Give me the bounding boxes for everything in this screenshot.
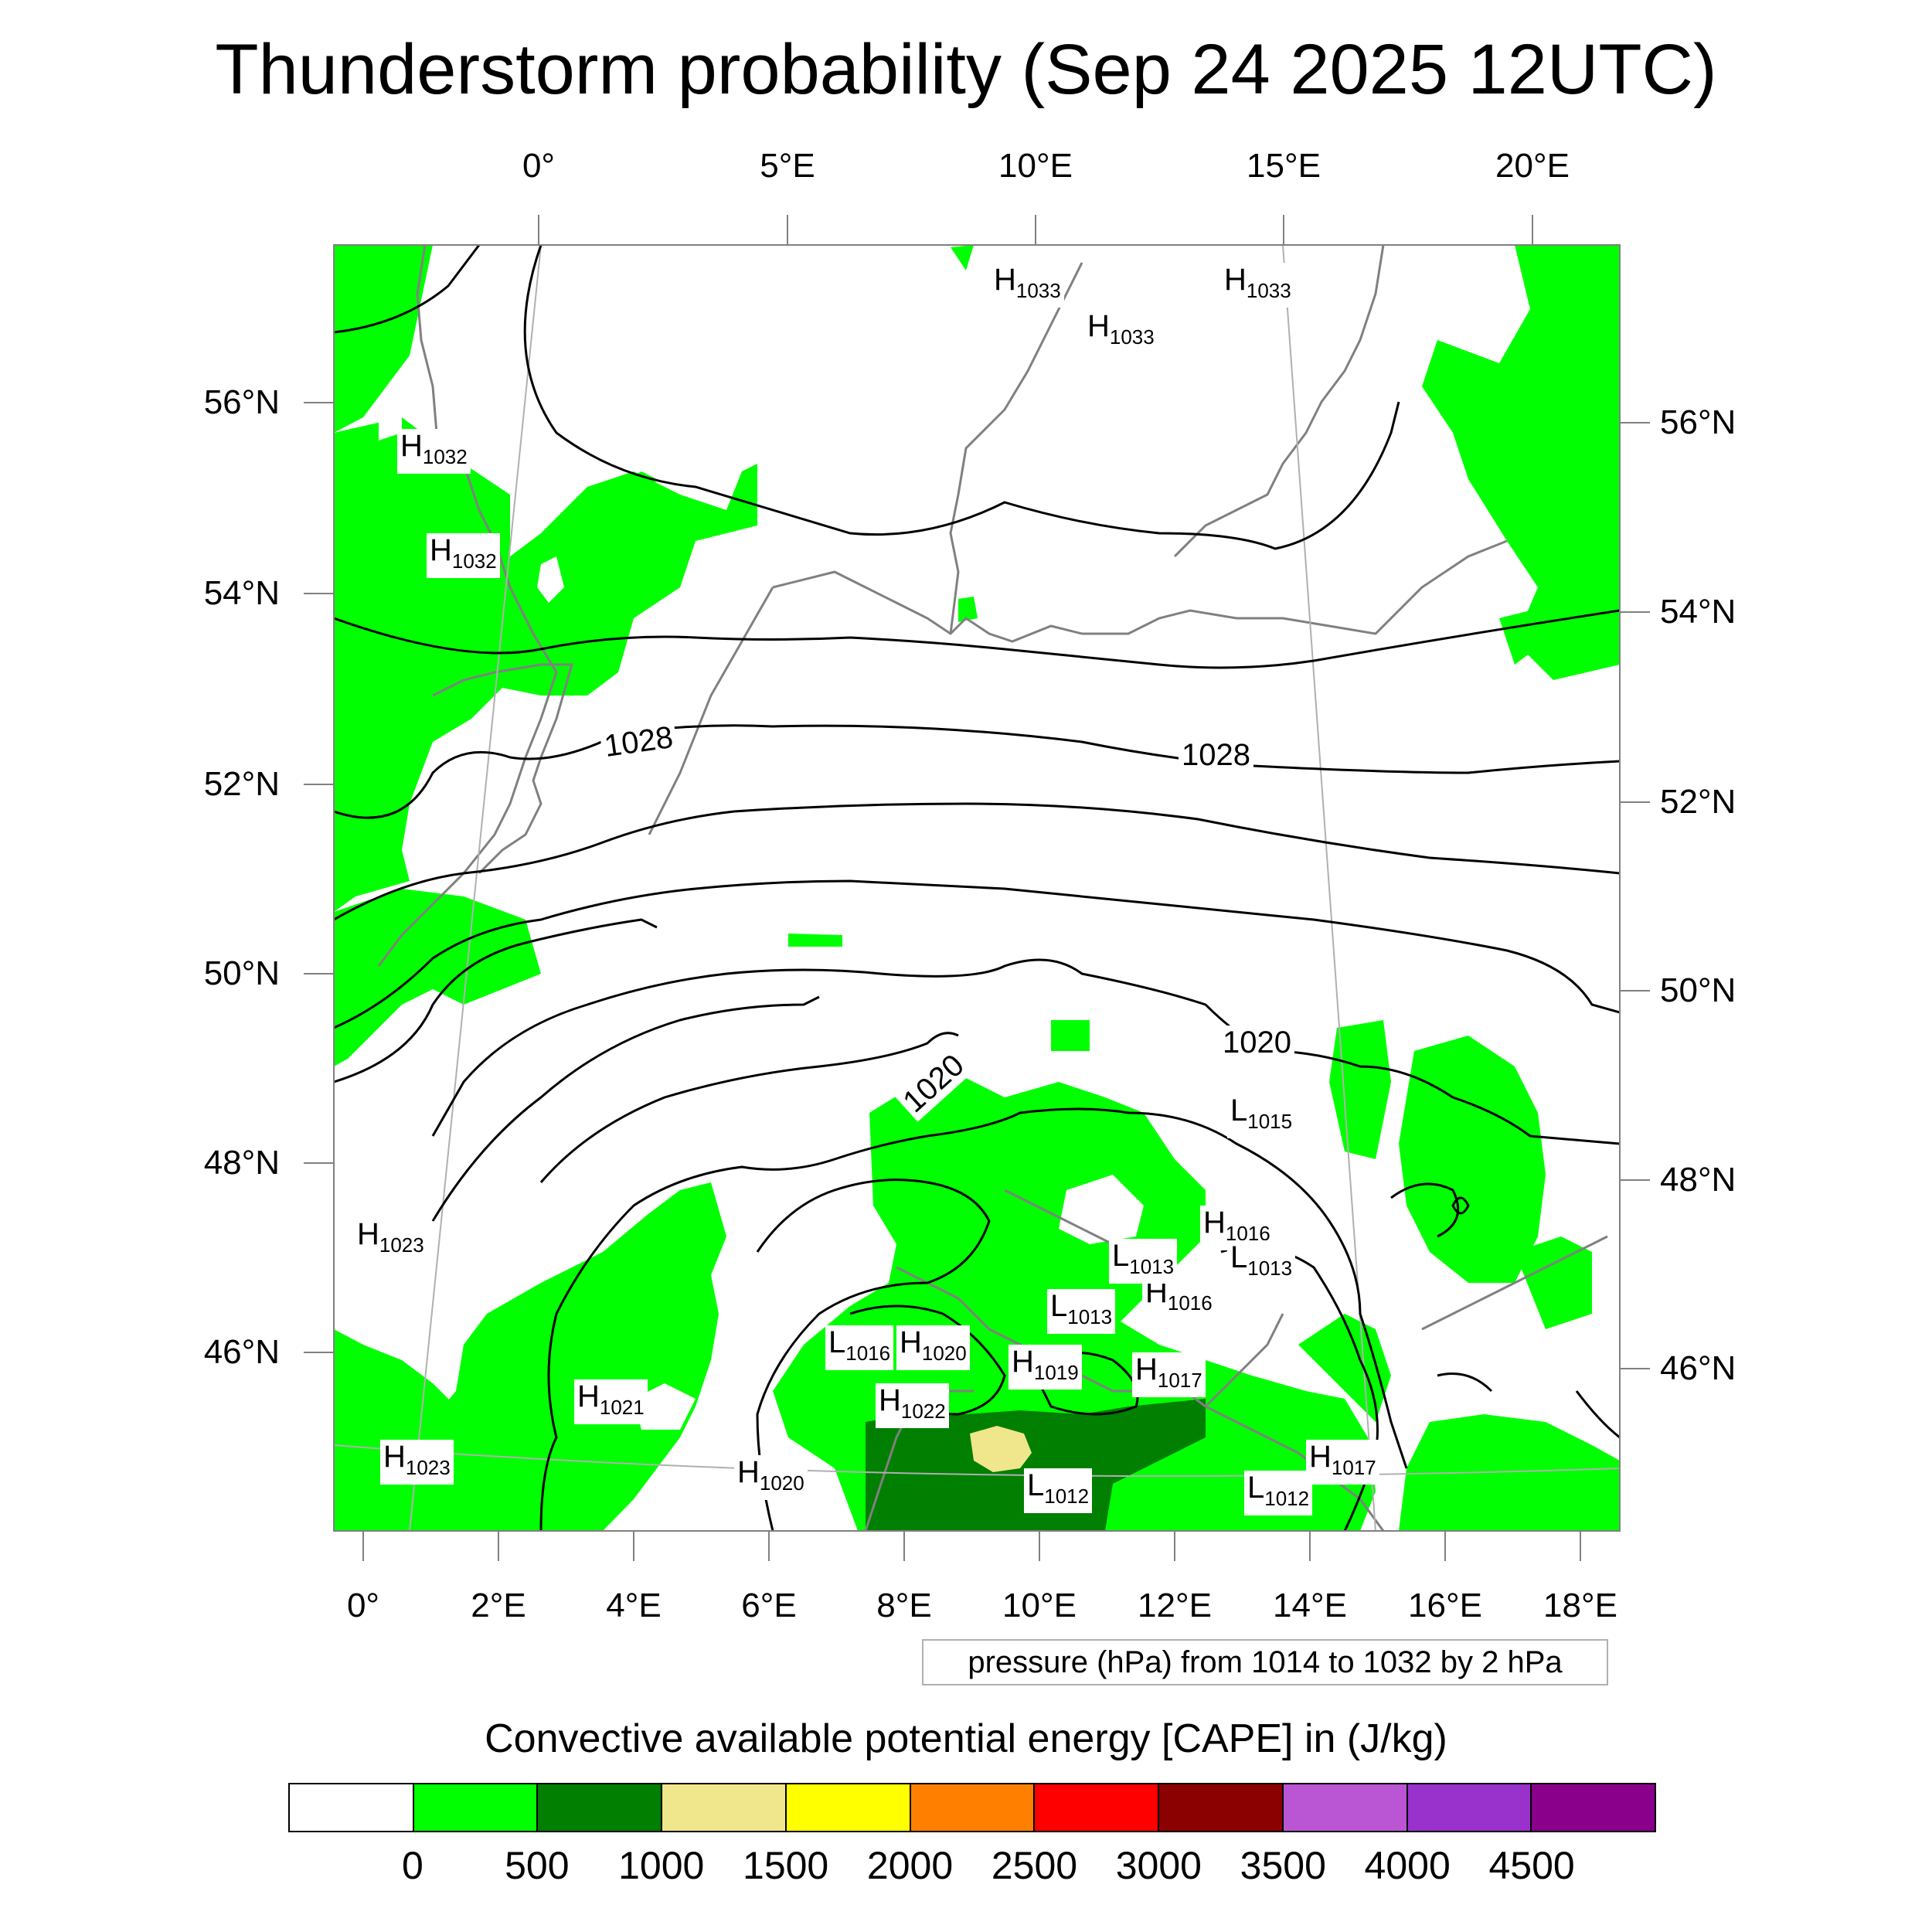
colorbar-label: 3500 xyxy=(1240,1844,1326,1887)
colorbar-label: 3000 xyxy=(1115,1844,1202,1887)
colorbar-label: 2500 xyxy=(991,1844,1078,1887)
right-lat-tick: 52°N xyxy=(1660,783,1736,821)
pressure-center-label: L1013 xyxy=(1109,1239,1178,1284)
colorbar-label: 0 xyxy=(402,1844,423,1887)
pressure-center-label: H1020 xyxy=(896,1325,970,1370)
cape-field-500-1000 xyxy=(866,1399,1206,1531)
pressure-center-label: L1016 xyxy=(825,1325,894,1370)
bottom-lon-tick: 12°E xyxy=(1138,1587,1212,1624)
right-lat-tick: 54°N xyxy=(1660,593,1736,631)
colorbar-label: 4500 xyxy=(1488,1844,1575,1887)
pressure-center-label: H1033 xyxy=(1084,309,1158,354)
colorbar-swatch xyxy=(1532,1784,1655,1831)
pressure-center-label: H1032 xyxy=(397,429,471,474)
pressure-center-label: H1017 xyxy=(1132,1352,1206,1397)
top-lon-tick: 0° xyxy=(522,147,556,185)
colorbar xyxy=(288,1783,1656,1832)
colorbar-swatch xyxy=(1159,1784,1284,1831)
colorbar-swatch xyxy=(538,1784,663,1831)
top-lon-tick: 15°E xyxy=(1247,147,1321,185)
pressure-center-label: L1012 xyxy=(1024,1468,1093,1513)
chart-title: Thunderstorm probability (Sep 24 2025 12… xyxy=(215,30,1717,109)
left-lat-tick: 48°N xyxy=(203,1144,280,1182)
pressure-center-label: H1022 xyxy=(876,1383,949,1428)
pressure-center-label: L1015 xyxy=(1227,1094,1296,1138)
tick-marks xyxy=(304,215,1650,1561)
left-lat-tick: 54°N xyxy=(203,574,280,612)
colorbar-swatch xyxy=(1035,1784,1160,1831)
colorbar-swatch xyxy=(290,1784,414,1831)
colorbar-label: 1000 xyxy=(618,1844,705,1887)
pressure-center-label: H1033 xyxy=(991,263,1064,308)
top-lon-tick: 20°E xyxy=(1495,147,1570,185)
bottom-lon-tick: 10°E xyxy=(1002,1587,1077,1624)
pressure-center-label: H1033 xyxy=(1221,263,1294,308)
colorbar-swatch xyxy=(413,1784,539,1831)
pressure-center-label: L1013 xyxy=(1047,1289,1116,1334)
colorbar-label: 2000 xyxy=(866,1844,954,1887)
colorbar-swatch xyxy=(1283,1784,1408,1831)
right-lat-tick: 46°N xyxy=(1660,1349,1736,1387)
bottom-lon-tick: 16°E xyxy=(1408,1587,1482,1624)
left-lat-tick: 50°N xyxy=(203,954,280,992)
left-lat-tick: 52°N xyxy=(203,765,280,803)
pressure-center-label: H1019 xyxy=(1009,1345,1082,1389)
bottom-lon-tick: 2°E xyxy=(471,1587,526,1624)
map-frame xyxy=(333,244,1621,1532)
colorbar-swatch xyxy=(910,1784,1036,1831)
top-lon-tick: 5°E xyxy=(760,147,815,185)
colorbar-label: 500 xyxy=(505,1844,570,1887)
pressure-center-label: H1017 xyxy=(1306,1440,1379,1485)
left-lat-tick: 56°N xyxy=(203,383,280,421)
isobar-label: 1028 xyxy=(1179,738,1253,773)
colorbar-swatch xyxy=(1407,1784,1532,1831)
right-lat-tick: 48°N xyxy=(1660,1161,1736,1199)
bottom-lon-tick: 8°E xyxy=(876,1587,932,1624)
bottom-lon-tick: 18°E xyxy=(1543,1587,1617,1624)
left-lat-tick: 46°N xyxy=(203,1333,280,1371)
pressure-center-label: H1023 xyxy=(354,1217,427,1262)
pressure-contour-note: pressure (hPa) from 1014 to 1032 by 2 hP… xyxy=(922,1639,1608,1685)
right-lat-tick: 50°N xyxy=(1660,971,1736,1009)
pressure-center-label: H1021 xyxy=(574,1379,648,1424)
colorbar-label: 4000 xyxy=(1364,1844,1451,1887)
right-lat-tick: 56°N xyxy=(1660,403,1736,441)
cape-field-1000-1500 xyxy=(970,1426,1032,1472)
colorbar-label: 1500 xyxy=(743,1844,829,1887)
isobar-label: 1020 xyxy=(1219,1026,1294,1060)
colorbar-title: Convective available potential energy [C… xyxy=(485,1716,1447,1761)
bottom-lon-tick: 6°E xyxy=(741,1587,797,1624)
pressure-center-label: L1013 xyxy=(1227,1240,1296,1285)
colorbar-swatch xyxy=(786,1784,911,1831)
bottom-lon-tick: 0° xyxy=(346,1587,380,1624)
cape-holes xyxy=(379,402,1144,1430)
top-lon-tick: 10°E xyxy=(998,147,1073,185)
colorbar-swatch xyxy=(662,1784,787,1831)
pressure-center-label: H1023 xyxy=(380,1440,454,1485)
pressure-center-label: H1032 xyxy=(427,533,500,578)
pressure-center-label: L1012 xyxy=(1244,1471,1313,1515)
bottom-lon-tick: 4°E xyxy=(606,1587,662,1624)
bottom-lon-tick: 14°E xyxy=(1273,1587,1347,1624)
pressure-center-label: H1020 xyxy=(734,1455,808,1500)
